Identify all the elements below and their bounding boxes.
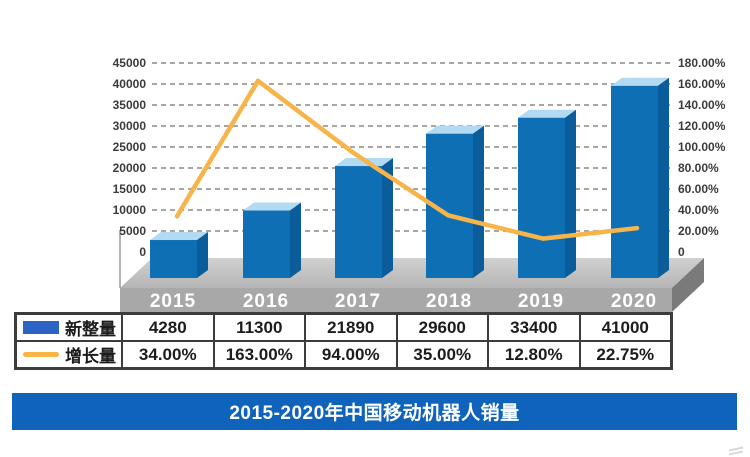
sales-bar-top-2019 xyxy=(518,109,576,118)
sales-bar-2017 xyxy=(335,166,382,278)
sales-bar-2020 xyxy=(611,85,658,278)
y-axis-right-label: 20.00% xyxy=(678,224,719,238)
watermark xyxy=(728,446,744,456)
sales-bar-side-2019 xyxy=(565,109,576,278)
table-cell-growth-2018: 35.00% xyxy=(396,341,488,368)
y-axis-left-label: 0 xyxy=(139,245,146,259)
category-label: 2019 xyxy=(518,291,564,312)
y-axis-left-label: 35000 xyxy=(113,98,147,112)
sales-bar-side-2016 xyxy=(290,202,301,278)
y-axis-right-label: 180.00% xyxy=(678,56,726,70)
y-axis-left-label: 45000 xyxy=(113,56,147,70)
platform-side xyxy=(672,258,704,312)
table-cell-growth-2016: 163.00% xyxy=(213,341,305,368)
table-cell-sales-2015: 4280 xyxy=(122,314,214,341)
sales-bar-2016 xyxy=(243,210,290,278)
y-axis-left-label: 10000 xyxy=(113,203,147,217)
y-axis-left-label: 25000 xyxy=(113,140,147,154)
sales-bar-top-2015 xyxy=(150,232,208,241)
table-cell-sales-2020: 41000 xyxy=(579,314,671,341)
sales-bar-side-2018 xyxy=(473,125,484,279)
table-cell-growth-2019: 12.80% xyxy=(488,341,580,368)
y-axis-right-label: 60.00% xyxy=(678,182,719,196)
sales-bar-side-2017 xyxy=(382,158,393,278)
y-axis-right-label: 100.00% xyxy=(678,140,726,154)
sales-bar-side-2020 xyxy=(658,77,669,278)
growth-line-swatch-icon xyxy=(23,352,59,357)
y-axis-left-label: 15000 xyxy=(113,182,147,196)
category-label: 2018 xyxy=(426,291,472,312)
platform-front xyxy=(120,288,672,312)
y-axis-left-label: 5000 xyxy=(119,224,146,238)
growth-legend-label: 增长量 xyxy=(65,347,116,366)
table-cell-sales-2019: 33400 xyxy=(488,314,580,341)
category-label: 2016 xyxy=(243,291,289,312)
table-cell-growth-2020: 22.75% xyxy=(579,341,671,368)
sales-bar-swatch-icon xyxy=(23,321,59,334)
y-axis-left-label: 40000 xyxy=(113,77,147,91)
table-cell-sales-2018: 29600 xyxy=(396,314,488,341)
y-axis-left-label: 30000 xyxy=(113,119,147,133)
sales-bar-top-2018 xyxy=(426,125,484,134)
sales-bar-top-2020 xyxy=(611,77,669,86)
data-table: 新整量 4280 11300 21890 29600 33400 41000 增长量 34… xyxy=(14,312,673,370)
sales-bar-side-2015 xyxy=(197,232,208,278)
category-label: 2020 xyxy=(611,291,657,312)
y-axis-right-label: 140.00% xyxy=(678,98,726,112)
sales-bar-2019 xyxy=(518,117,565,278)
y-axis-left-label: 20000 xyxy=(113,161,147,175)
chart-title: 2015-2020年中国移动机器人销量 xyxy=(229,403,520,424)
table-legend-sales: 新整量 xyxy=(16,314,122,341)
y-axis-right-label: 160.00% xyxy=(678,77,726,91)
table-cell-sales-2016: 11300 xyxy=(213,314,305,341)
table-cell-growth-2017: 94.00% xyxy=(305,341,397,368)
table-cell-growth-2015: 34.00% xyxy=(122,341,214,368)
y-axis-right-label: 120.00% xyxy=(678,119,726,133)
table-cell-sales-2017: 21890 xyxy=(305,314,397,341)
category-label: 2017 xyxy=(335,291,381,312)
y-axis-right-label: 80.00% xyxy=(678,161,719,175)
sales-bar-2015 xyxy=(150,240,197,278)
y-axis-right-label: 40.00% xyxy=(678,203,719,217)
sales-legend-label: 新整量 xyxy=(65,320,116,339)
title-banner: 2015-2020年中国移动机器人销量 xyxy=(12,393,737,430)
category-label: 2015 xyxy=(150,291,196,312)
table-legend-growth: 增长量 xyxy=(16,341,122,368)
sales-bar-top-2016 xyxy=(243,202,301,211)
y-axis-right-label: 0 xyxy=(678,245,685,259)
growth-line xyxy=(174,78,640,241)
